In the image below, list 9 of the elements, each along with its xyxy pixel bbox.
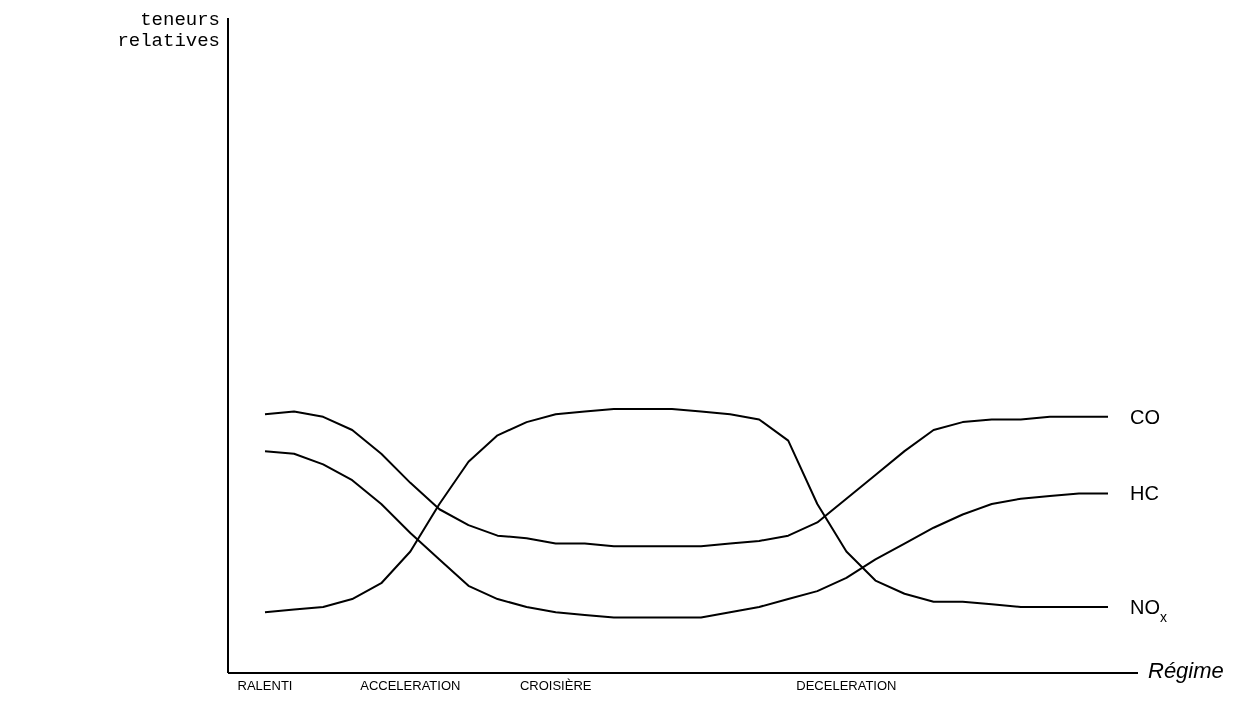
series-label: NO$_{x}$	[1130, 595, 1167, 625]
x-tick-label: ACCELERATION	[360, 678, 461, 694]
x-axis-title: Régime	[1148, 658, 1224, 684]
x-tick-label: CROISIÈRE	[519, 678, 592, 694]
series-label: CO	[1130, 405, 1160, 428]
x-tick-label: DECELERATION	[796, 678, 897, 694]
text: teneurs relatives	[116, 9, 220, 52]
x-tick-label: RALENTI	[237, 678, 293, 694]
series-label: HC	[1130, 482, 1159, 505]
